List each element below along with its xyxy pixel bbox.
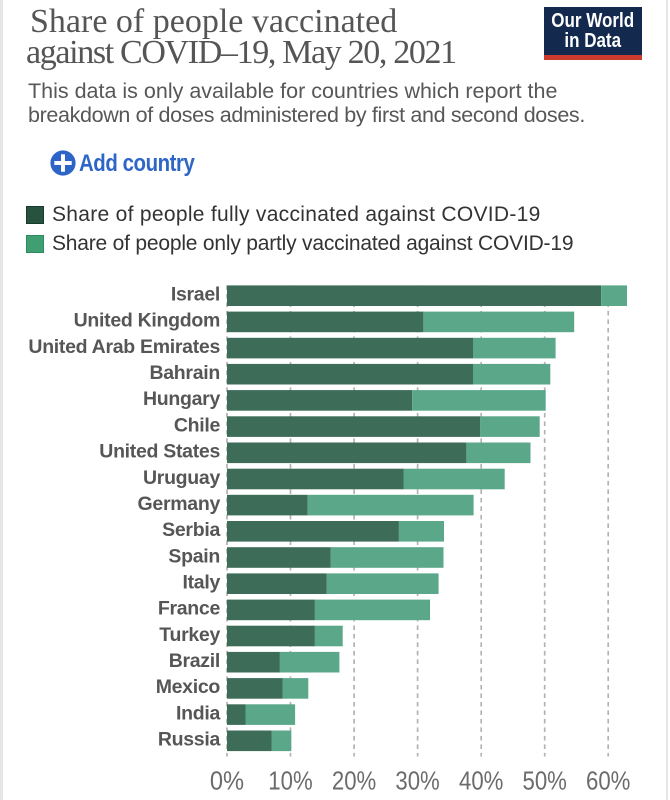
svg-text:Uruguay: Uruguay — [143, 467, 220, 489]
svg-text:Chile: Chile — [174, 414, 221, 436]
svg-text:20%: 20% — [332, 768, 376, 796]
svg-text:Germany: Germany — [138, 493, 221, 515]
svg-text:Italy: Italy — [182, 572, 220, 594]
svg-text:United Arab Emirates: United Arab Emirates — [28, 336, 220, 358]
svg-text:30%: 30% — [395, 768, 439, 796]
svg-text:Bahrain: Bahrain — [149, 362, 220, 384]
svg-text:India: India — [176, 702, 220, 724]
svg-text:United Kingdom: United Kingdom — [74, 310, 220, 332]
svg-text:Turkey: Turkey — [159, 624, 220, 646]
svg-text:United States: United States — [99, 441, 220, 463]
svg-text:Mexico: Mexico — [156, 676, 221, 698]
svg-text:France: France — [158, 598, 221, 620]
svg-text:50%: 50% — [523, 768, 567, 796]
svg-text:Spain: Spain — [168, 545, 220, 567]
svg-text:60%: 60% — [586, 768, 630, 796]
svg-text:0%: 0% — [210, 768, 244, 796]
svg-text:Israel: Israel — [171, 284, 220, 306]
svg-text:Serbia: Serbia — [162, 519, 220, 541]
svg-text:Hungary: Hungary — [143, 388, 220, 410]
svg-text:Russia: Russia — [158, 729, 221, 751]
svg-text:40%: 40% — [459, 768, 503, 796]
svg-text:10%: 10% — [268, 768, 312, 796]
svg-text:Brazil: Brazil — [169, 650, 220, 672]
